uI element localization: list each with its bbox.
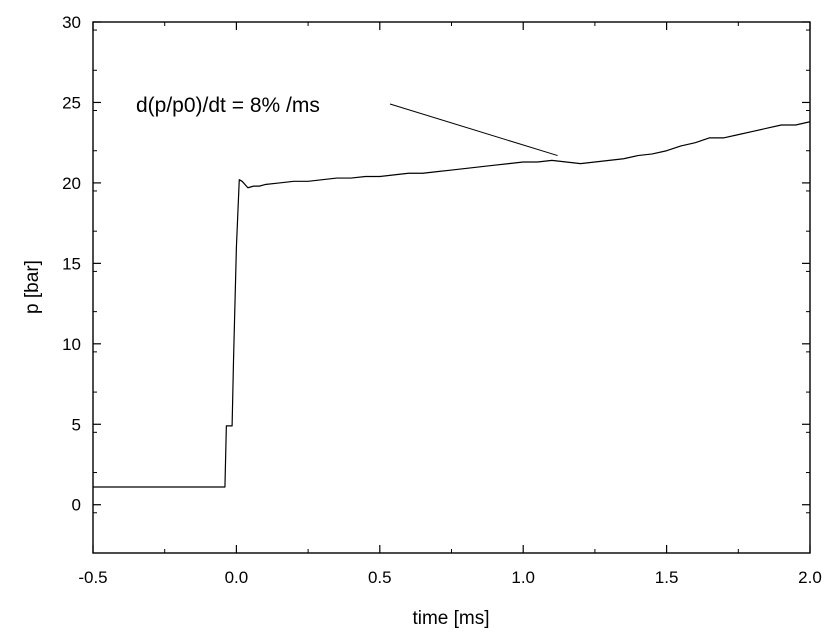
y-tick-label: 30 xyxy=(62,13,81,32)
x-tick-label: 0.5 xyxy=(368,568,392,587)
y-tick-label: 0 xyxy=(72,496,81,515)
x-tick-label: 1.5 xyxy=(655,568,679,587)
annotation-label: d(p/p0)/dt = 8% /ms xyxy=(136,94,320,117)
x-axis-label: time [ms] xyxy=(412,608,489,629)
annotation-leader-line xyxy=(389,103,558,157)
x-tick-label: -0.5 xyxy=(78,568,107,587)
y-tick-labels: 0 5 10 15 20 25 30 xyxy=(62,13,81,515)
y-tick-label: 10 xyxy=(62,335,81,354)
y-tick-label: 25 xyxy=(62,93,81,112)
pressure-series-line xyxy=(93,121,811,488)
x-tick-labels: -0.5 0.0 0.5 1.0 1.5 2.0 xyxy=(78,568,821,587)
y-tick-label: 15 xyxy=(62,254,81,273)
x-tick-label: 2.0 xyxy=(798,568,822,587)
y-axis-label: p [bar] xyxy=(22,260,43,314)
x-tick-label: 0.0 xyxy=(225,568,249,587)
x-tick-label: 1.0 xyxy=(511,568,535,587)
y-tick-label: 5 xyxy=(72,415,81,434)
axis-ticks xyxy=(92,21,811,554)
y-tick-label: 20 xyxy=(62,174,81,193)
